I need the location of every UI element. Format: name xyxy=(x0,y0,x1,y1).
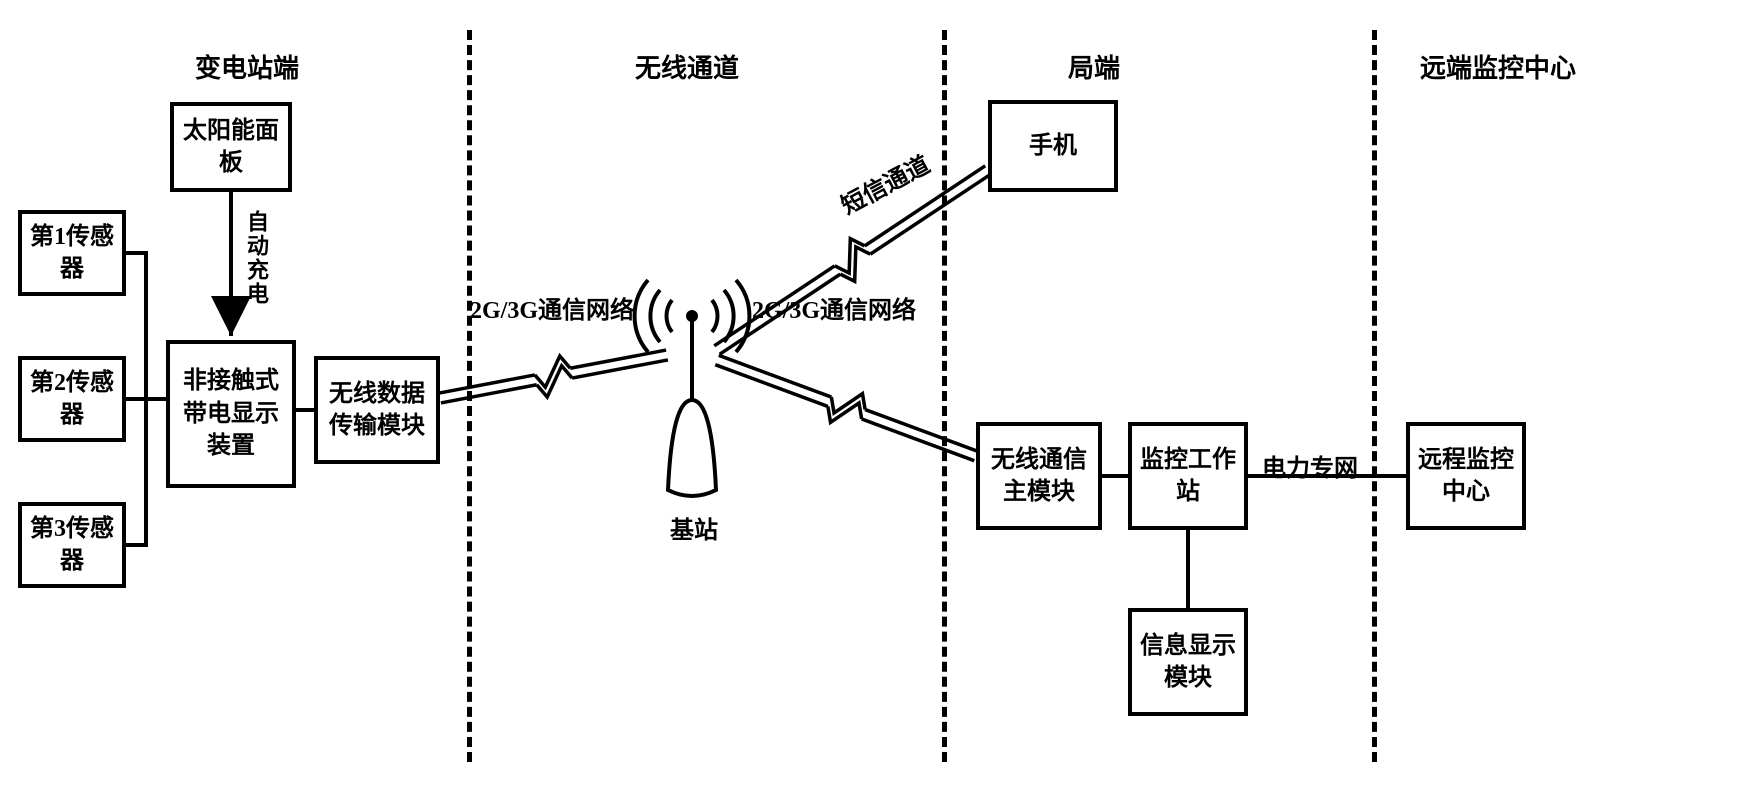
label-2g3g-right: 2G/3G通信网络 xyxy=(752,290,916,325)
node-label: 太阳能面板 xyxy=(183,115,279,180)
header-wireless: 无线通道 xyxy=(635,48,739,85)
node-label: 远程监控中心 xyxy=(1418,444,1514,509)
node-label: 监控工作站 xyxy=(1140,444,1236,509)
node-txmod: 无线数据传输模块 xyxy=(314,356,440,464)
header-substation: 变电站端 xyxy=(195,48,299,85)
divider-1 xyxy=(467,30,472,762)
label-sms: 短信通道 xyxy=(834,145,935,221)
node-label: 无线数据传输模块 xyxy=(329,378,425,443)
node-label: 信息显示模块 xyxy=(1140,630,1236,695)
label-2g3g-left: 2G/3G通信网络 xyxy=(470,290,634,325)
node-label: 手机 xyxy=(1029,130,1077,162)
node-remote: 远程监控中心 xyxy=(1406,422,1526,530)
node-sensor1: 第1传感器 xyxy=(18,210,126,296)
node-label: 无线通信主模块 xyxy=(991,444,1087,509)
node-label: 第3传感器 xyxy=(30,513,114,578)
node-monitor: 监控工作站 xyxy=(1128,422,1248,530)
node-label: 第2传感器 xyxy=(30,367,114,432)
node-label: 非接触式带电显示装置 xyxy=(183,365,279,462)
divider-3 xyxy=(1372,30,1377,762)
node-solar: 太阳能面板 xyxy=(170,102,292,192)
node-info: 信息显示模块 xyxy=(1128,608,1248,716)
label-base-station: 基站 xyxy=(670,510,718,545)
header-remote: 远端监控中心 xyxy=(1420,48,1576,85)
antenna-icon xyxy=(635,280,750,496)
label-auto-charge: 自动充电 xyxy=(240,210,272,306)
header-office: 局端 xyxy=(1068,48,1120,85)
node-sensor3: 第3传感器 xyxy=(18,502,126,588)
label-power-net: 电力专网 xyxy=(1262,448,1358,483)
node-rxmod: 无线通信主模块 xyxy=(976,422,1102,530)
node-sensor2: 第2传感器 xyxy=(18,356,126,442)
node-phone: 手机 xyxy=(988,100,1118,192)
divider-2 xyxy=(942,30,947,762)
node-label: 第1传感器 xyxy=(30,221,114,286)
node-display: 非接触式带电显示装置 xyxy=(166,340,296,488)
